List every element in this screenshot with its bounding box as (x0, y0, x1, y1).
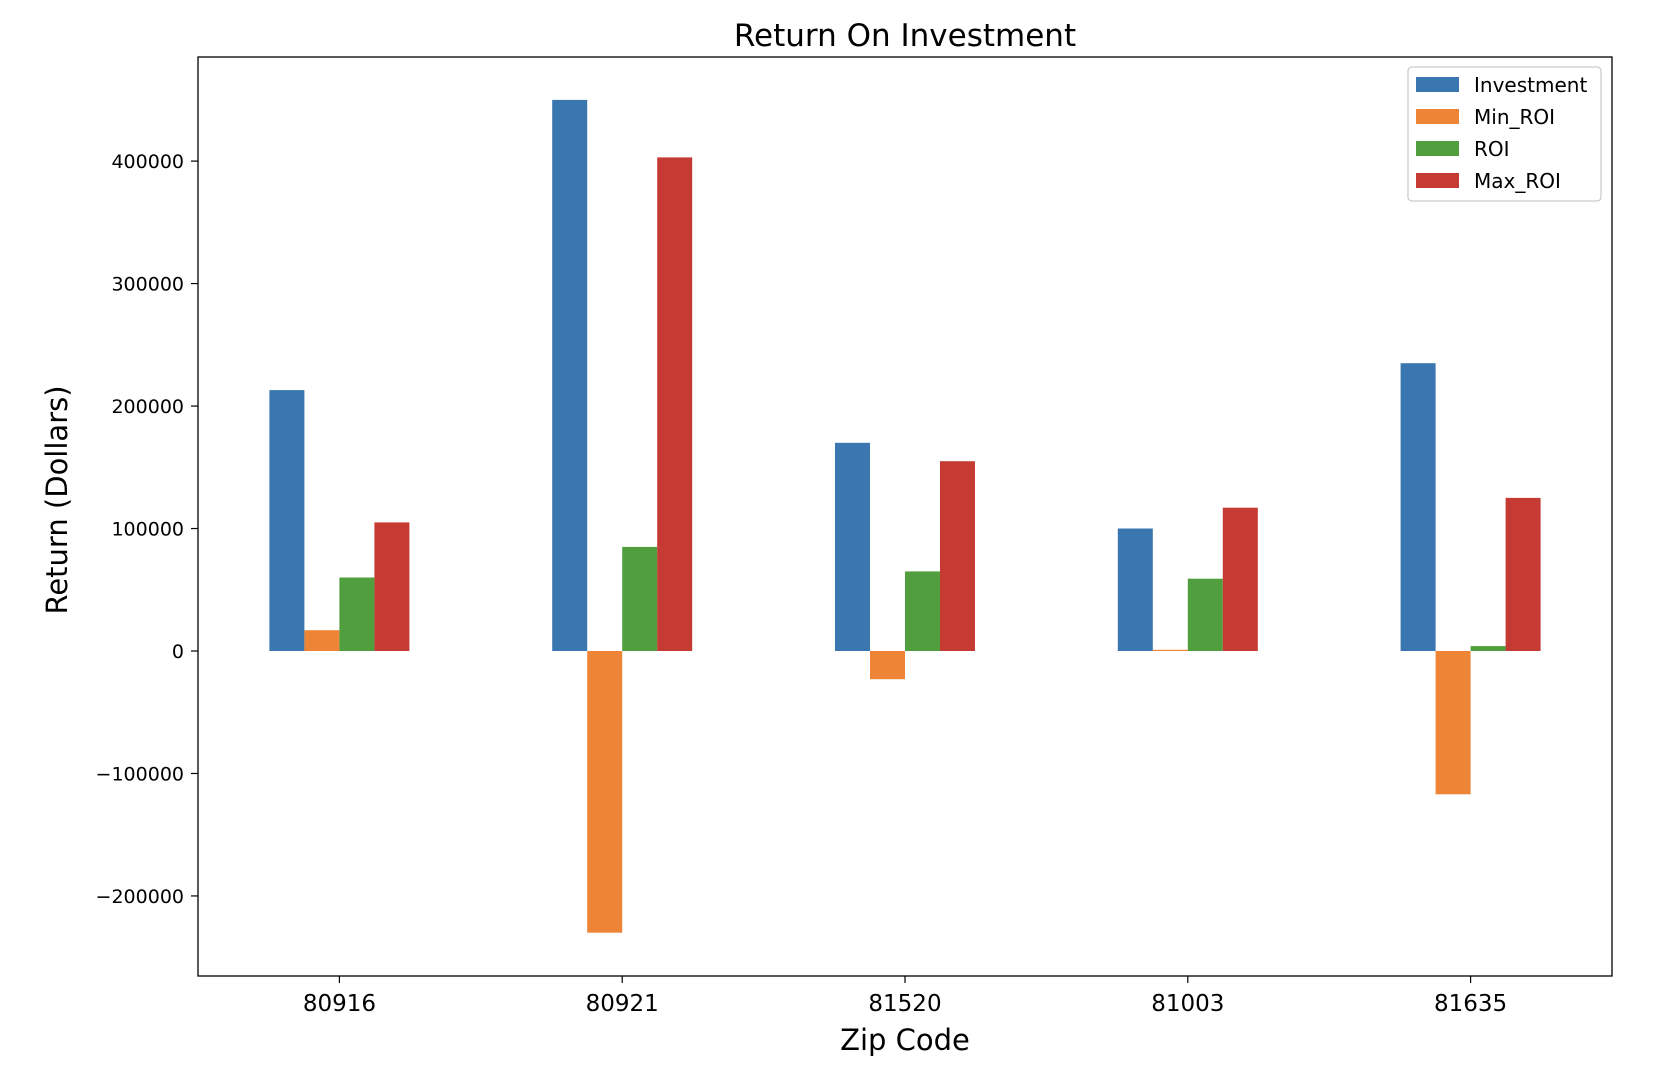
y-tick-label: −100000 (96, 763, 184, 785)
y-tick-label: 300000 (111, 274, 184, 296)
x-tick-label: 81003 (1151, 991, 1224, 1017)
bar-min-roi-81520 (870, 651, 905, 680)
chart-title: Return On Investment (734, 18, 1076, 54)
x-tick-label: 81520 (868, 991, 941, 1017)
legend-box (1407, 66, 1602, 202)
ticks-layer: 80916 80921 81520 81003 81635 −200000 −100000 0… (96, 151, 1508, 1017)
bar-investment-80921 (552, 99, 588, 651)
bar-roi-80921 (622, 546, 658, 651)
bar-investment-81635 (1400, 363, 1436, 651)
bars-layer (269, 99, 1541, 933)
bar-roi-80916 (339, 577, 375, 651)
legend-swatch-max-roi (1416, 173, 1459, 188)
y-tick-label: 0 (172, 641, 184, 663)
legend-swatch-investment (1416, 77, 1459, 92)
bar-investment-81003 (1117, 528, 1153, 651)
legend: Investment Min_ROI ROI Max_ROI (1407, 66, 1602, 202)
legend-label-roi: ROI (1474, 137, 1510, 161)
y-axis-label: Return (Dollars) (40, 385, 74, 614)
bar-investment-80916 (269, 390, 305, 651)
y-tick-label: 200000 (111, 396, 184, 418)
x-tick-label: 80921 (586, 991, 659, 1017)
bar-roi-81520 (905, 571, 940, 651)
bar-investment-81520 (835, 442, 870, 651)
bar-roi-81635 (1470, 646, 1506, 651)
x-axis-label: Zip Code (840, 1023, 970, 1057)
legend-swatch-min-roi (1416, 109, 1459, 124)
bar-max-roi-80921 (657, 157, 693, 651)
bar-min-roi-81003 (1152, 649, 1188, 651)
x-tick-label: 81635 (1434, 991, 1507, 1017)
y-tick-label: 100000 (111, 519, 184, 541)
bar-max-roi-81635 (1505, 497, 1541, 651)
bar-roi-81003 (1187, 578, 1223, 651)
bar-min-roi-80921 (587, 651, 623, 933)
axes-layer (197, 56, 1613, 977)
bar-max-roi-81003 (1222, 507, 1258, 651)
y-tick-label: −200000 (96, 886, 184, 908)
x-tick-label: 80916 (303, 991, 376, 1017)
y-tick-label: 400000 (111, 151, 184, 173)
legend-label-min-roi: Min_ROI (1474, 105, 1555, 129)
legend-swatch-roi (1416, 141, 1459, 156)
plot-frame (197, 56, 1613, 977)
bar-max-roi-80916 (374, 522, 410, 651)
legend-label-max-roi: Max_ROI (1474, 169, 1561, 193)
bar-min-roi-81635 (1435, 651, 1471, 795)
bar-max-roi-81520 (940, 461, 975, 651)
legend-label-investment: Investment (1474, 73, 1587, 97)
bar-min-roi-80916 (304, 630, 340, 651)
